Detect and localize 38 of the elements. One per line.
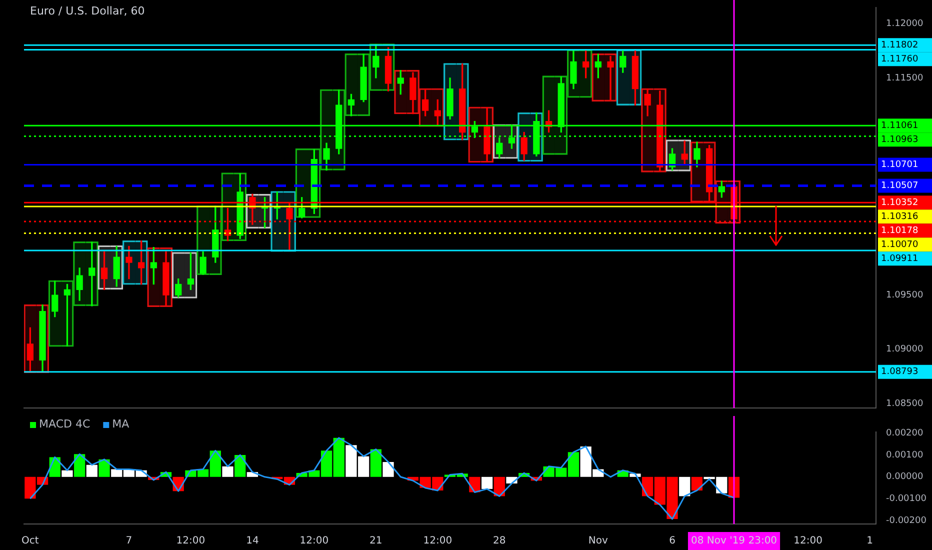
ref-line-label: 1.09911	[881, 254, 918, 264]
legend-label: MA	[112, 417, 130, 430]
x-tick-label: 08 Nov '19 23:00	[690, 536, 778, 547]
x-tick-label: Oct	[22, 536, 39, 547]
y-tick-label: 0.00200	[886, 428, 924, 438]
legend-label: MACD 4C	[39, 417, 90, 430]
x-tick-label: 12:00	[794, 536, 822, 547]
x-tick-label: 12:00	[423, 536, 452, 547]
y-tick-label: 1.09000	[886, 344, 924, 355]
ref-line-label: 1.10352	[881, 198, 918, 208]
x-tick-label: 28	[493, 536, 506, 547]
ref-line-label: 1.08793	[881, 367, 918, 378]
chart-title: Euro / U.S. Dollar, 60	[30, 4, 145, 18]
y-tick-label: 0.00100	[886, 450, 924, 460]
x-tick-label: Nov	[588, 536, 608, 547]
x-tick-label: 12:00	[300, 536, 329, 547]
y-tick-label: -0.00100	[886, 494, 927, 504]
ref-line-label: 1.10701	[881, 160, 918, 170]
y-tick-label: 1.09500	[886, 290, 924, 300]
x-tick-label: 7	[126, 536, 132, 547]
ref-line-label: 1.11061	[881, 120, 918, 131]
ref-line-label: 1.10178	[881, 226, 918, 236]
x-tick-label: 1	[866, 536, 874, 547]
x-tick-label: 6	[669, 536, 676, 547]
y-tick-label: 1.08500	[886, 399, 924, 409]
y-tick-label: 1.12000	[886, 19, 924, 30]
ref-line-label: 1.10070	[881, 240, 918, 250]
ref-line-label: 1.10963	[881, 134, 918, 145]
ref-line-label: 1.11802	[881, 40, 918, 51]
x-tick-label: 21	[370, 536, 382, 547]
x-tick-label: 14	[246, 536, 259, 547]
ref-line-label: 1.11760	[881, 54, 918, 65]
y-tick-label: -0.00200	[886, 516, 927, 526]
y-tick-label: 1.11500	[886, 73, 924, 84]
ref-line-label: 1.10507	[881, 181, 918, 192]
x-tick-label: 12:00	[176, 536, 206, 547]
ref-line-label: 1.10316	[881, 212, 918, 222]
y-tick-label: 0.00000	[886, 472, 924, 482]
